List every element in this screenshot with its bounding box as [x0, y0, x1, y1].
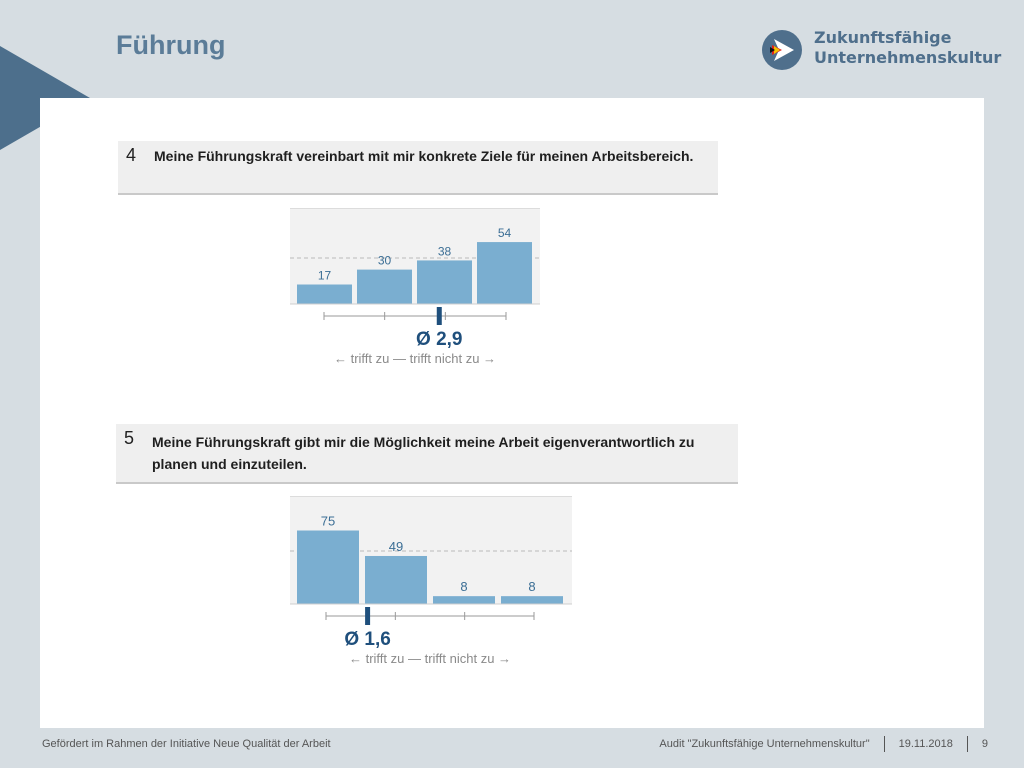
data-label: 38 [438, 244, 452, 258]
scale-label: ← trifft zu — trifft nicht zu → [349, 651, 511, 666]
footer-date: 19.11.2018 [898, 738, 953, 750]
content-panel [40, 98, 984, 728]
data-label: 8 [528, 579, 535, 594]
data-label: 75 [321, 514, 335, 529]
bar [297, 530, 359, 604]
scale-label: ← trifft zu — trifft nicht zu → [334, 351, 496, 366]
slide-title: Führung [116, 30, 226, 60]
mean-marker [365, 607, 371, 625]
footer-funding-note: Gefördert im Rahmen der Initiative Neue … [42, 738, 331, 750]
question-text: Meine Führungskraft vereinbart mit mir k… [154, 148, 694, 164]
data-label: 8 [460, 579, 467, 594]
bar [365, 555, 427, 604]
footer-audit-name: Audit "Zukunftsfähige Unternehmenskultur… [659, 738, 870, 750]
bar-chart-question-4: 17 30 38 54 Ø 2,9 ← trifft zu — trifft nicht … [290, 208, 540, 374]
footer-divider [883, 736, 885, 752]
bar [433, 596, 495, 604]
mean-marker [436, 307, 442, 325]
bar [501, 596, 563, 604]
data-label: 54 [498, 226, 512, 240]
question-number: 5 [124, 428, 135, 448]
bar [477, 242, 532, 304]
bar [297, 284, 352, 304]
logo-icon [762, 30, 802, 70]
footer-info: Audit "Zukunftsfähige Unternehmenskultur… [659, 736, 988, 752]
footer-page-number: 9 [981, 738, 988, 750]
question-text: Meine Führungskraft gibt mir die Möglich… [152, 434, 695, 472]
data-label: 49 [389, 539, 403, 554]
question-box-5: 5 Meine Führungskraft gibt mir die Mögli… [116, 424, 738, 484]
footer-divider [966, 736, 968, 752]
question-number: 4 [126, 145, 137, 165]
question-box-4: 4 Meine Führungskraft vereinbart mit mir… [118, 141, 718, 195]
bar-chart-question-5: 75 49 8 8 Ø 1,6 ← trifft zu — trifft nicht zu… [290, 496, 572, 674]
bar [417, 260, 472, 304]
data-label: 17 [318, 269, 332, 283]
logo: Zukunftsfähige Unternehmenskultur [760, 28, 1002, 74]
bar [357, 269, 412, 304]
mean-label: Ø 2,9 [416, 329, 462, 350]
data-label: 30 [378, 254, 392, 268]
mean-label: Ø 1,6 [344, 629, 390, 650]
logo-text-line2: Unternehmenskultur [814, 48, 1002, 67]
logo-text-line1: Zukunftsfähige [814, 28, 952, 47]
